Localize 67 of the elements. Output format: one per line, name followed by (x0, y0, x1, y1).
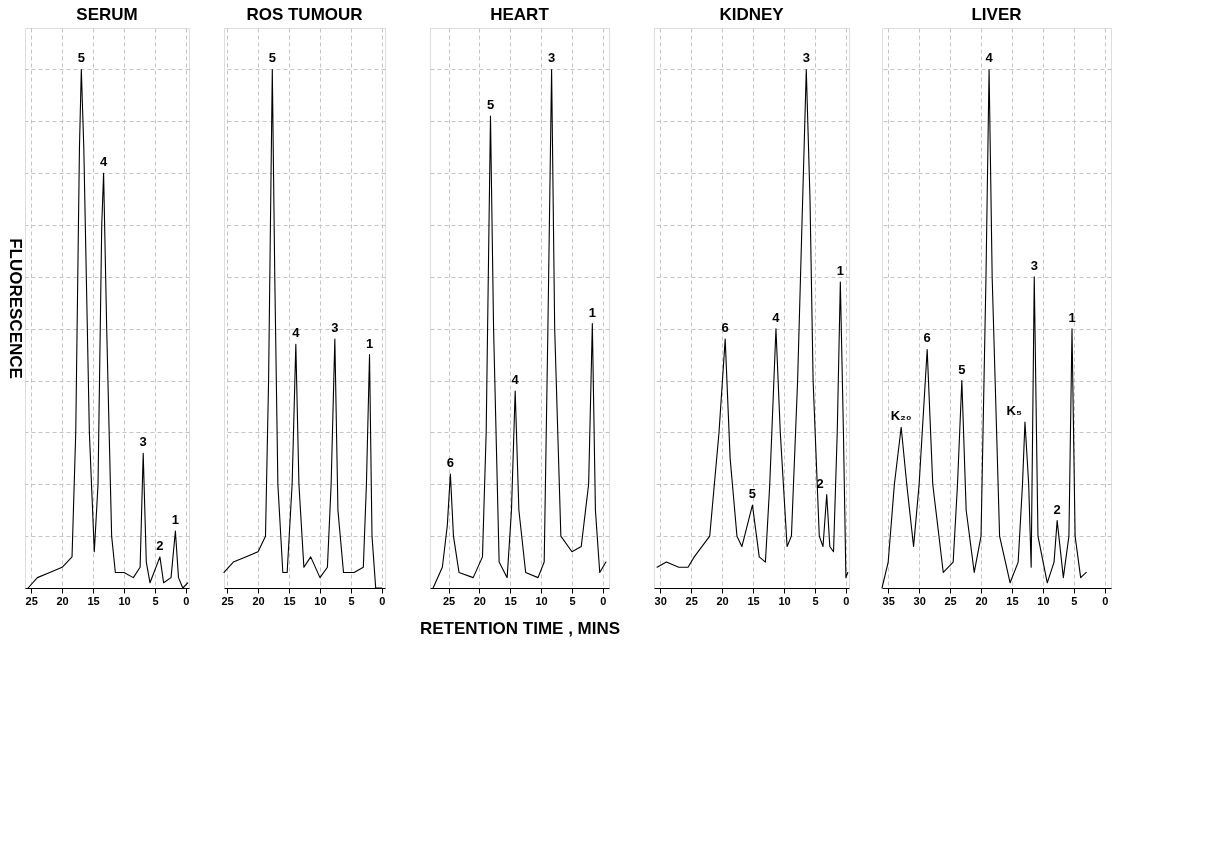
x-tick-label: 5 (569, 594, 576, 607)
x-tick-label: 25 (221, 594, 234, 607)
annotation: 4 (292, 325, 301, 341)
annotation: 5 (77, 50, 85, 66)
x-tick-label: 15 (504, 594, 517, 607)
x-tick-label: 30 (654, 594, 667, 607)
annotation: 6 (446, 454, 454, 470)
x-tick-label: 15 (283, 594, 296, 607)
x-tick-label: 20 (473, 594, 486, 607)
annotation: 3 (1030, 257, 1038, 273)
x-tick-label: 25 (442, 594, 456, 607)
x-tick-label: 5 (348, 594, 355, 607)
x-tick-label: 5 (1071, 594, 1078, 607)
annotation: K₅ (1006, 403, 1022, 419)
annotation: 4 (99, 154, 108, 170)
chart-title: SERUM (76, 5, 138, 24)
annotation: 3 (547, 50, 556, 66)
chart-title: KIDNEY (719, 5, 785, 24)
x-tick-label: 35 (882, 594, 895, 607)
y-axis-title: FLUORESCENCE (5, 238, 25, 379)
x-tick-label: 0 (1102, 594, 1109, 607)
chart-title: LIVER (971, 5, 1022, 24)
x-tick-label: 25 (685, 594, 698, 607)
annotation: 5 (268, 50, 276, 66)
annotation: 1 (1068, 309, 1076, 325)
x-tick-label: 20 (56, 594, 69, 607)
annotation: 4 (511, 371, 520, 387)
annotation: 1 (171, 511, 179, 527)
chart-title: ROS TUMOUR (246, 5, 363, 24)
x-tick-label: 10 (118, 594, 131, 607)
x-tick-label: 0 (379, 594, 386, 607)
x-tick-label: 0 (183, 594, 190, 607)
x-tick-label: 25 (944, 594, 957, 607)
x-tick-label: 15 (87, 594, 100, 607)
x-tick-label: 10 (778, 594, 791, 607)
annotation: 1 (365, 335, 374, 351)
x-tick-label: 10 (314, 594, 327, 607)
annotation: 6 (923, 330, 931, 346)
annotation: 2 (1053, 501, 1061, 517)
x-tick-label: 5 (152, 594, 159, 607)
annotation: 6 (721, 320, 729, 336)
x-tick-label: 20 (975, 594, 988, 607)
x-axis-title: RETENTION TIME , MINS (419, 618, 621, 638)
x-tick-label: 15 (1006, 594, 1019, 607)
x-tick-label: 10 (1037, 594, 1050, 607)
annotation: 5 (958, 361, 966, 377)
x-tick-label: 25 (25, 594, 38, 607)
annotation: 5 (486, 97, 495, 113)
x-tick-label: 15 (747, 594, 760, 607)
annotation: 4 (985, 50, 994, 66)
annotation: 3 (139, 434, 147, 450)
x-tick-label: 30 (913, 594, 926, 607)
annotation: 1 (836, 263, 844, 279)
annotation: 3 (802, 50, 810, 66)
x-tick-label: 0 (843, 594, 850, 607)
annotation: K₂₀ (890, 408, 912, 424)
annotation: 4 (772, 309, 781, 325)
x-tick-label: 0 (600, 594, 607, 607)
annotation: 3 (331, 320, 339, 336)
annotation: 2 (156, 537, 164, 553)
x-tick-label: 20 (252, 594, 265, 607)
x-tick-label: 20 (716, 594, 729, 607)
annotation: 5 (748, 486, 757, 502)
chart-title: HEART (490, 5, 550, 24)
x-tick-label: 5 (812, 594, 819, 607)
annotation: 1 (588, 304, 596, 320)
x-tick-label: 10 (535, 594, 548, 607)
